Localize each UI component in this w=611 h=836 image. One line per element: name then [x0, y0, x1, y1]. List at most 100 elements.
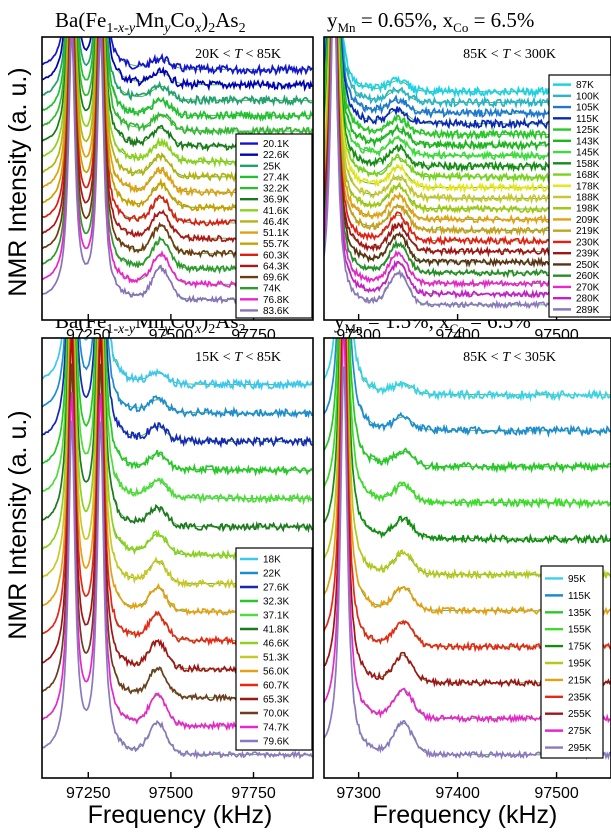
legend-label: 209K — [576, 215, 600, 226]
legend-label: 41.6K — [263, 206, 289, 217]
legend-label: 255K — [568, 709, 592, 720]
legend-label: 198K — [576, 204, 600, 215]
legend: 95K 115K 135K 155K 175K 195K 215K 235K 255K 275K 2… — [540, 565, 604, 759]
legend-label: 230K — [576, 237, 600, 248]
legend-label: 219K — [576, 226, 600, 237]
legend-label: 22K — [263, 569, 281, 580]
legend: 20.1K22.6K25K27.4K32.2K36.9K41.6K46.4K51… — [235, 133, 313, 319]
series-line-37.1K — [42, 338, 313, 506]
x-tick-label: 97500 — [534, 785, 579, 802]
legend-label: 239K — [576, 249, 600, 260]
series-line-135K — [324, 338, 611, 474]
ylabel-top: NMR Intensity (a. u.) — [4, 67, 32, 296]
legend-label: 135K — [568, 608, 592, 619]
series-line-27.4K — [42, 37, 313, 123]
legend-label: 79.6K — [263, 737, 289, 748]
panel-c: 97250 97500 97750 15K < T < 85K 18K 22K 27.6K 3… — [41, 337, 314, 802]
temperature-range-label: 85K < T < 305K — [463, 350, 556, 365]
temperature-range-label: 15K < T < 85K — [195, 350, 281, 365]
legend-label: 65.3K — [263, 695, 289, 706]
series-line-155K — [324, 338, 611, 510]
legend: 87K100K105K115K125K143K145K158K168K178K1… — [548, 74, 611, 318]
legend-label: 32.2K — [263, 184, 289, 195]
plot-frame — [41, 36, 314, 321]
legend-label: 83.6K — [263, 306, 289, 317]
x-tick-label: 97400 — [435, 785, 480, 802]
legend-label: 27.4K — [263, 172, 289, 183]
fit-line — [324, 338, 611, 468]
xlabel-left: Frequency (kHz) — [88, 801, 273, 829]
legend-box — [235, 547, 313, 751]
series-line-32.3K — [42, 338, 313, 477]
legend-label: 143K — [576, 136, 600, 147]
legend-label: 270K — [576, 282, 600, 293]
legend-label: 215K — [568, 675, 592, 686]
legend-label: 275K — [568, 726, 592, 737]
legend-label: 36.9K — [263, 195, 289, 206]
legend-label: 115K — [576, 114, 599, 125]
legend-label: 20.1K — [263, 139, 289, 150]
legend-label: 46.4K — [263, 217, 289, 228]
legend-label: 155K — [568, 625, 592, 636]
plot-frame — [41, 337, 314, 779]
legend-label: 125K — [576, 125, 600, 136]
plot-frame — [323, 337, 611, 779]
legend-label: 74.7K — [263, 723, 289, 734]
legend-label: 55.7K — [263, 239, 289, 250]
legend-label: 74K — [263, 284, 281, 295]
legend-label: 70.0K — [263, 709, 289, 720]
temperature-range-label: 85K < T < 300K — [463, 47, 556, 62]
legend-label: 69.6K — [263, 273, 289, 284]
legend-label: 51.1K — [263, 228, 289, 239]
legend-label: 250K — [576, 260, 600, 271]
series-line-32.2K — [42, 37, 313, 138]
legend-label: 27.6K — [263, 583, 289, 594]
series-line-95K — [324, 338, 611, 402]
fit-line — [324, 338, 611, 396]
legend-label: 18K — [263, 555, 281, 566]
legend: 18K 22K 27.6K 32.3K 37.1K 41.8K 46.6K 51.3K 56.0… — [235, 547, 313, 751]
legend-label: 51.3K — [263, 653, 289, 664]
legend-label: 76.8K — [263, 295, 289, 306]
legend-label: 145K — [576, 148, 600, 159]
legend-label: 280K — [576, 294, 600, 305]
series-line-20.1K — [42, 37, 313, 77]
series-line-25K — [42, 37, 313, 107]
legend-label: 37.1K — [263, 611, 289, 622]
x-tick-label: 97300 — [336, 785, 381, 802]
legend-label: 175K — [568, 642, 592, 653]
panel-d: 97300 97400 97500 85K < T < 305K 95K 115K 135K… — [323, 337, 611, 802]
series-line-22K — [42, 338, 313, 419]
trace-group — [324, 338, 611, 761]
legend-label: 46.6K — [263, 639, 289, 650]
legend-label: 235K — [568, 692, 592, 703]
legend-label: 260K — [576, 271, 600, 282]
legend-label: 188K — [576, 193, 600, 204]
legend-label: 115K — [568, 591, 591, 602]
legend-label: 22.6K — [263, 150, 289, 161]
series-line-175K — [324, 338, 611, 545]
legend-label: 25K — [263, 161, 281, 172]
series-line-41.8K — [42, 338, 313, 534]
legend-label: 195K — [568, 659, 592, 670]
x-tick-label: 97250 — [66, 785, 111, 802]
panel-b-title: yMn = 0.65%, xCo = 6.5% — [327, 8, 534, 35]
legend-label: 105K — [576, 103, 600, 114]
legend-label: 87K — [576, 80, 594, 91]
legend-label: 32.3K — [263, 597, 289, 608]
legend-label: 168K — [576, 170, 600, 181]
series-line-79.6K — [42, 420, 313, 760]
panel-a-title: Ba(Fe1-x-yMnyCox)2As2 — [55, 8, 246, 36]
legend-label: 64.3K — [263, 261, 289, 272]
series-line-22.6K — [42, 37, 313, 92]
legend-label: 100K — [576, 91, 600, 102]
xlabel-right: Frequency (kHz) — [373, 801, 558, 829]
legend-label: 56.0K — [263, 667, 289, 678]
legend-label: 158K — [576, 159, 600, 170]
plot-frame — [323, 36, 611, 321]
legend-label: 295K — [568, 743, 592, 754]
series-line-27.6K — [42, 338, 313, 449]
legend-label: 60.3K — [263, 250, 289, 261]
